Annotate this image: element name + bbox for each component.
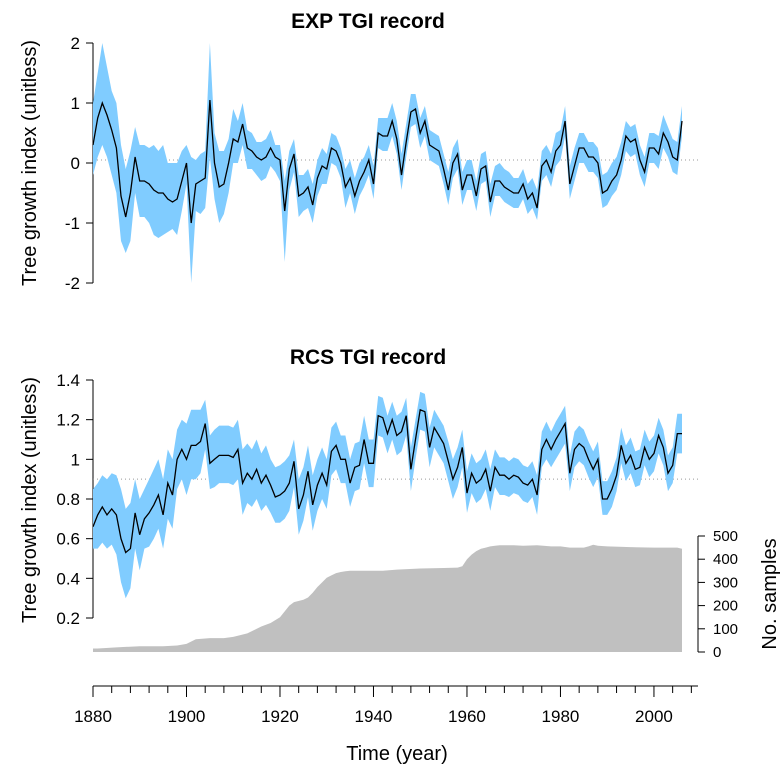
exp-y-ticks: -2 -1 0 1 2 [65, 34, 93, 293]
x-tick-label: 2000 [635, 707, 673, 726]
samples-tick-label: 300 [713, 574, 738, 591]
x-tick-label: 1880 [74, 707, 112, 726]
exp-tgi-panel: EXP TGI record Tree growth index (unitle… [19, 10, 698, 293]
y-tick-label: 0 [71, 154, 80, 173]
x-tick-label: 1940 [355, 707, 393, 726]
y-tick-label: -2 [65, 274, 80, 293]
samples-tick-label: 500 [713, 528, 738, 545]
exp-chart-title: EXP TGI record [291, 10, 445, 33]
rcs-y-axis-label: Tree growth index (unitless) [19, 377, 41, 623]
samples-ticks: 0 100 200 300 400 500 [698, 528, 738, 661]
samples-tick-label: 0 [713, 644, 721, 661]
rcs-confidence-band [93, 391, 682, 599]
exp-mean-line [92, 99, 683, 224]
samples-tick-label: 100 [713, 621, 738, 638]
y-tick-label: -1 [65, 214, 80, 233]
rcs-chart-title: RCS TGI record [290, 346, 446, 369]
y-tick-label: 0.2 [56, 609, 80, 628]
y-tick-label: 1.4 [56, 371, 80, 390]
exp-y-axis-label: Tree growth index (unitless) [19, 40, 41, 286]
y-tick-label: 2 [71, 34, 80, 53]
y-tick-label: 1 [71, 450, 80, 469]
x-tick-label: 1960 [448, 707, 486, 726]
x-tick-label: 1920 [261, 707, 299, 726]
x-axis: 1880 1900 1920 1940 1960 1980 2000 Time (year) [74, 685, 698, 765]
samples-tick-label: 200 [713, 598, 738, 615]
y-tick-label: 0.8 [56, 490, 80, 509]
y-tick-label: 0.6 [56, 530, 80, 549]
rcs-tgi-panel: RCS TGI record Tree growth index (unitle… [19, 346, 781, 661]
x-tick-label: 1900 [168, 707, 206, 726]
x-axis-label: Time (year) [346, 743, 447, 765]
exp-confidence-band [93, 43, 682, 283]
samples-axis-label: No. samples [759, 538, 781, 649]
x-ticks: 1880 1900 1920 1940 1960 1980 2000 [74, 686, 692, 726]
samples-tick-label: 400 [713, 551, 738, 568]
samples-area [93, 544, 682, 652]
rcs-y-ticks: 0.2 0.4 0.6 0.8 1 1.2 1.4 [56, 371, 93, 628]
y-tick-label: 1.2 [56, 411, 80, 430]
y-tick-label: 0.4 [56, 569, 80, 588]
rcs-mean-line [92, 408, 682, 554]
y-tick-label: 1 [71, 94, 80, 113]
x-tick-label: 1980 [542, 707, 580, 726]
